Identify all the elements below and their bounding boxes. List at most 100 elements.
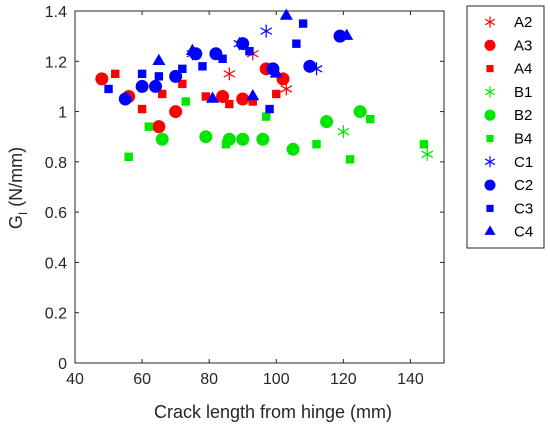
y-tick-label: 0 <box>58 356 67 373</box>
data-point <box>246 88 260 101</box>
series-a4 <box>111 69 281 114</box>
legend-marker <box>484 86 496 98</box>
data-point <box>312 140 321 149</box>
data-point <box>178 64 187 74</box>
legend-label: C3 <box>514 200 533 217</box>
legend-marker <box>484 16 496 28</box>
data-point <box>272 89 281 99</box>
legend-item-a2: A2 <box>484 14 532 31</box>
x-axis-label: Crack length from hinge (mm) <box>154 402 392 422</box>
data-point <box>169 105 183 119</box>
legend-item-c4: C4 <box>484 224 533 241</box>
data-point <box>221 140 231 149</box>
data-point <box>353 105 367 119</box>
data-point <box>265 104 274 114</box>
data-point <box>149 79 163 93</box>
legend-marker <box>484 225 496 235</box>
data-point <box>169 69 183 83</box>
y-tick-label: 0.6 <box>45 205 67 222</box>
data-point <box>419 140 429 149</box>
x-tick-label: 80 <box>200 371 218 388</box>
x-axis: 40 60 80 100 120 140 <box>66 11 424 388</box>
data-point <box>152 53 166 66</box>
data-point <box>152 120 166 134</box>
legend-item-b2: B2 <box>484 107 532 124</box>
data-point <box>320 115 334 129</box>
y-tick-label: 0.4 <box>45 255 67 272</box>
data-point <box>345 155 355 164</box>
legend-label: C4 <box>514 224 533 241</box>
data-point <box>279 8 293 20</box>
y-tick-label: 1.2 <box>45 54 67 71</box>
legend-label: C2 <box>514 177 533 194</box>
legend-item-b4: B4 <box>486 131 532 148</box>
legend-label: B4 <box>514 131 532 148</box>
data-point <box>144 122 153 131</box>
data-point <box>181 97 190 106</box>
legend-marker <box>486 134 494 143</box>
data-point <box>154 72 164 81</box>
data-point <box>95 72 109 86</box>
legend-label: A4 <box>514 61 532 78</box>
data-point <box>137 104 147 114</box>
legend-label: A2 <box>514 14 532 31</box>
x-tick-label: 120 <box>330 371 357 388</box>
x-tick-label: 60 <box>133 371 151 388</box>
data-point <box>236 92 250 106</box>
x-tick-label: 140 <box>397 371 424 388</box>
data-point <box>236 37 250 51</box>
data-point <box>137 69 147 79</box>
legend-marker <box>484 156 496 168</box>
legend-marker <box>484 39 496 51</box>
data-point <box>269 66 283 78</box>
data-point <box>260 24 273 38</box>
data-point <box>337 125 350 139</box>
data-point <box>223 67 236 81</box>
legend: A2 A3 A4 B1 B2 B4 C1 C2 C3 C4 <box>466 5 545 249</box>
legend-marker <box>484 179 496 191</box>
y-tick-label: 1.4 <box>45 4 67 21</box>
data-point <box>298 19 308 28</box>
data-point <box>286 142 300 156</box>
x-tick-label: 40 <box>66 371 84 388</box>
data-point <box>206 91 220 103</box>
y-axis: 0 0.2 0.4 0.6 0.8 1 1.2 1.4 <box>45 4 444 373</box>
data-markers <box>95 8 434 164</box>
legend-box <box>466 5 545 249</box>
data-point <box>104 84 113 94</box>
data-point <box>248 97 257 106</box>
legend-label: C1 <box>514 154 533 171</box>
y-tick-label: 0.8 <box>45 155 67 172</box>
y-axis-label-unit: (N/mm) <box>6 147 26 212</box>
legend-item-c3: C3 <box>486 200 533 217</box>
data-point <box>366 114 375 124</box>
data-point <box>340 28 354 40</box>
data-point <box>421 147 434 161</box>
legend-marker <box>486 65 494 73</box>
data-point <box>185 43 199 55</box>
data-point <box>245 47 254 56</box>
legend-marker <box>486 204 494 212</box>
data-point <box>216 89 230 103</box>
data-point <box>198 62 207 71</box>
data-point <box>218 54 227 63</box>
legend-item-c2: C2 <box>484 177 533 194</box>
data-point <box>303 59 317 73</box>
plot-frame <box>74 10 445 364</box>
legend-label: B2 <box>514 107 532 124</box>
y-tick-label: 0.2 <box>45 306 67 323</box>
data-point <box>158 89 167 99</box>
series-c4 <box>152 8 354 103</box>
data-point <box>236 132 250 146</box>
legend-label: B1 <box>514 84 532 101</box>
legend-item-a3: A3 <box>484 37 532 54</box>
series-c2 <box>118 29 347 106</box>
data-point <box>280 82 293 96</box>
series-b4 <box>124 97 429 164</box>
legend-item-a4: A4 <box>486 61 532 78</box>
data-point <box>124 152 133 162</box>
y-axis-label: GI (N/mm) <box>6 147 30 229</box>
y-axis-label-main: G <box>6 215 26 229</box>
series-c3 <box>104 19 308 114</box>
